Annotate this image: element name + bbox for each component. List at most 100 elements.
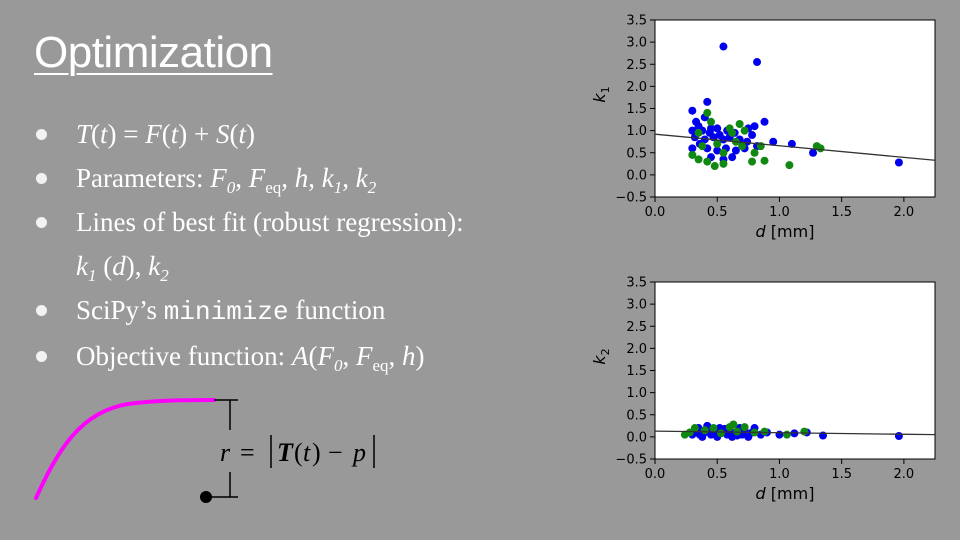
sub-2: 2 <box>367 178 377 197</box>
formula-T: T <box>277 438 294 467</box>
bullet-dot <box>36 129 47 140</box>
code-minimize: minimize <box>163 297 289 327</box>
sub-1: 1 <box>87 266 97 285</box>
var-h: h <box>294 163 309 193</box>
equals-sign: = <box>116 119 146 149</box>
formula-t: t <box>303 438 311 467</box>
x-tick-label: 1.0 <box>769 467 790 482</box>
plot-area <box>654 19 936 198</box>
bullet-objective: Objective function: A(F0, Feq, h) <box>34 334 594 378</box>
y-axis-label: k2 <box>590 348 612 364</box>
sub-eq: eq <box>265 178 282 197</box>
blue-data-point <box>731 146 740 155</box>
y-tick-label: 3.0 <box>626 36 647 51</box>
sub-2: 2 <box>160 266 169 285</box>
x-axis-label: d [mm] <box>756 484 815 503</box>
bullet-best-fit: Lines of best fit (robust regression): <box>34 200 594 244</box>
y-tick-label: 2.5 <box>626 58 647 73</box>
y-tick-label: 0.5 <box>626 146 647 161</box>
objective-label: Objective function: <box>76 341 292 371</box>
blue-data-point <box>715 131 724 140</box>
formula-p: p <box>351 438 366 467</box>
green-data-point <box>785 161 794 170</box>
y-tick-label: 3.0 <box>626 298 647 313</box>
y-tick-label: 0.0 <box>626 430 647 445</box>
var-A: A <box>291 341 309 371</box>
blue-data-point <box>809 148 818 157</box>
sub-0: 0 <box>333 356 343 375</box>
k1-scatter-chart: −0.50.00.51.01.52.02.53.03.50.0 0.5 1.0 1.5… <box>590 14 936 241</box>
blue-data-point <box>775 430 784 439</box>
blue-data-point <box>750 122 759 131</box>
blue-data-point <box>713 124 722 133</box>
bullet-minimize: SciPy’s minimize function <box>34 288 594 334</box>
var-t: t <box>170 119 179 149</box>
green-data-point <box>680 430 689 439</box>
var-k1: k <box>76 251 88 281</box>
y-axis-label: k1 <box>590 86 612 102</box>
blue-data-point <box>894 431 903 440</box>
blue-data-point <box>894 158 903 167</box>
var-F: F <box>145 119 162 149</box>
formula-equals: = <box>240 438 255 467</box>
sub-0: 0 <box>226 178 236 197</box>
blue-data-point <box>769 137 778 146</box>
green-data-point <box>710 162 719 171</box>
green-data-point <box>735 119 744 128</box>
x-tick-label: 0.0 <box>645 467 666 482</box>
green-data-point <box>690 424 699 433</box>
y-tick-label: 0.5 <box>626 408 647 423</box>
formula-r: r <box>220 438 231 467</box>
green-data-point <box>703 157 712 166</box>
var-Feq: F <box>248 163 266 193</box>
green-data-point <box>728 128 737 137</box>
y-tick-label: 1.5 <box>626 364 647 379</box>
parameters-label: Parameters: <box>76 163 211 193</box>
green-data-point <box>738 142 747 151</box>
bullet-list: T(t) = F(t) + S(t) Parameters: F0, Feq, … <box>34 112 594 378</box>
x-tick-label: 0.5 <box>707 205 728 220</box>
green-data-point <box>700 426 709 435</box>
sub-eq: eq <box>372 356 389 375</box>
var-S: S <box>216 119 230 149</box>
y-tick-label: −0.5 <box>615 453 647 468</box>
blue-data-point <box>719 42 728 51</box>
green-data-point <box>709 424 718 433</box>
blue-data-point <box>728 153 737 162</box>
y-tick-label: 0.0 <box>626 168 647 183</box>
bullet-dot <box>36 217 47 228</box>
best-fit-label: Lines of best fit (robust regression): <box>76 207 464 237</box>
y-tick-label: 1.0 <box>626 124 647 139</box>
y-tick-label: −0.5 <box>615 191 647 206</box>
var-F0: F <box>210 163 227 193</box>
green-data-point <box>694 155 703 164</box>
formula-paren-open: ( <box>294 438 303 467</box>
bullet-equation: T(t) = F(t) + S(t) <box>34 112 594 156</box>
function-label: function <box>288 295 386 325</box>
x-tick-label: 1.5 <box>831 205 852 220</box>
blue-data-point <box>787 139 796 148</box>
green-data-point <box>740 126 749 135</box>
green-data-point <box>698 142 707 151</box>
green-data-point <box>750 148 759 157</box>
blue-data-point <box>760 117 769 126</box>
green-data-point <box>740 423 749 432</box>
x-tick-label: 2.0 <box>894 205 915 220</box>
green-data-point <box>716 429 725 438</box>
blue-data-point <box>688 144 697 153</box>
y-tick-label: 2.5 <box>626 320 647 335</box>
sub-1: 1 <box>333 178 343 197</box>
var-h: h <box>401 341 416 371</box>
best-fit-line <box>655 430 935 436</box>
scipy-label: SciPy’s <box>76 295 164 325</box>
bullet-dot <box>36 305 47 316</box>
y-tick-label: 2.0 <box>626 80 647 95</box>
green-data-point <box>729 420 738 429</box>
green-data-point <box>703 108 712 117</box>
bullet-dot <box>36 173 47 184</box>
var-k2: k <box>355 163 368 193</box>
var-k2: k <box>148 251 161 281</box>
y-tick-label: 1.0 <box>626 386 647 401</box>
x-tick-label: 0.5 <box>707 467 728 482</box>
green-data-point <box>760 427 769 436</box>
